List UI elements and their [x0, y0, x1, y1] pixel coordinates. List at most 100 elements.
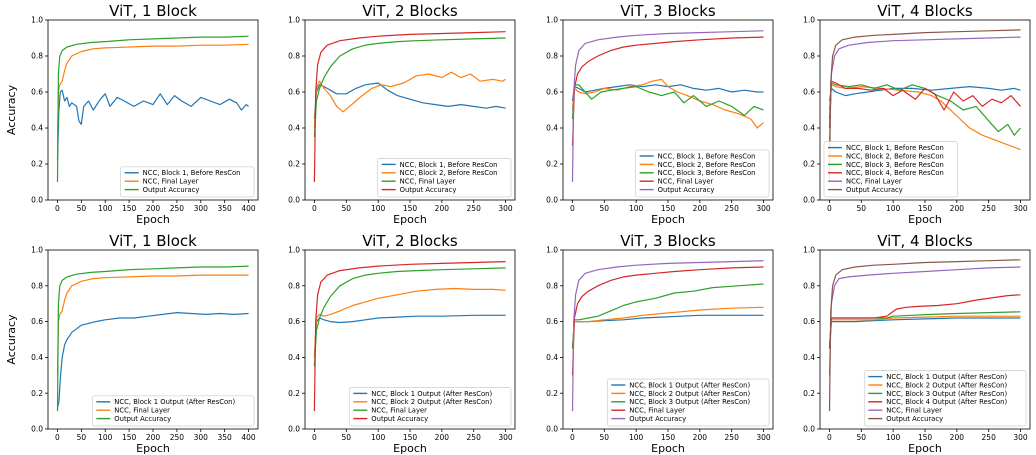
- legend-label: NCC, Final Layer: [371, 407, 427, 415]
- x-tick-label: 0: [55, 204, 60, 213]
- y-tick-label: 0.4: [546, 124, 558, 133]
- series-line-2: [830, 85, 1021, 150]
- y-tick-label: 0.2: [546, 160, 558, 169]
- x-tick-label: 200: [950, 433, 965, 442]
- y-tick-label: 1.0: [288, 246, 300, 255]
- legend-label: NCC, Final Layer: [143, 178, 199, 186]
- legend-label: NCC, Block 1 Output (After ResCon): [886, 373, 1007, 381]
- legend-label: Output Accuracy: [658, 186, 715, 194]
- y-tick-label: 0.6: [803, 317, 815, 326]
- x-tick-label: 300: [756, 204, 771, 213]
- x-tick-label: 100: [629, 204, 644, 213]
- x-tick-label: 100: [629, 433, 644, 442]
- y-tick-label: 0.6: [546, 88, 558, 97]
- legend-label: NCC, Block 1 Output (After ResCon): [629, 381, 750, 389]
- series-line-1: [314, 83, 505, 119]
- legend-label: NCC, Block 3, Before ResCon: [658, 169, 756, 177]
- y-tick-label: 0.2: [288, 389, 300, 398]
- legend-label: NCC, Block 2 Output (After ResCon): [629, 390, 750, 398]
- x-tick-label: 0: [570, 433, 575, 442]
- x-tick-label: 100: [98, 204, 113, 213]
- y-tick-label: 0.6: [288, 88, 300, 97]
- legend-label: NCC, Final Layer: [658, 178, 714, 186]
- x-tick-label: 250: [725, 204, 740, 213]
- y-tick-label: 0.0: [803, 425, 815, 434]
- legend-label: Output Accuracy: [400, 186, 457, 194]
- y-tick-label: 0.2: [31, 160, 43, 169]
- x-tick-label: 250: [982, 204, 997, 213]
- x-tick-label: 150: [403, 433, 418, 442]
- y-tick-label: 0.4: [288, 124, 300, 133]
- y-tick-label: 0.2: [546, 389, 558, 398]
- x-tick-label: 250: [725, 433, 740, 442]
- y-tick-label: 0.2: [31, 389, 43, 398]
- legend: NCC, Block 1 Output (After ResCon)NCC, B…: [607, 379, 769, 426]
- y-tick-label: 0.8: [803, 281, 815, 290]
- x-tick-label: 300: [1013, 204, 1028, 213]
- chart-title: ViT, 4 Blocks: [877, 232, 973, 250]
- x-tick-label: 200: [146, 433, 161, 442]
- chart-panel-7: ViT, 3 Blocks0.00.20.40.60.81.00 50 100 150…: [546, 232, 773, 455]
- legend-label: NCC, Block 3 Output (After ResCon): [886, 390, 1007, 398]
- x-tick-label: 200: [435, 433, 450, 442]
- x-tick-label: 50: [857, 433, 867, 442]
- x-tick-label: 150: [661, 204, 676, 213]
- y-tick-label: 0.8: [31, 52, 43, 61]
- y-tick-label: 0.8: [288, 281, 300, 290]
- legend-label: NCC, Block 4 Output (After ResCon): [886, 398, 1007, 406]
- y-tick-label: 0.4: [31, 353, 43, 362]
- series-line-4: [830, 81, 1021, 128]
- x-axis-label: Epoch: [908, 442, 942, 455]
- legend-label: NCC, Block 2 Output (After ResCon): [371, 398, 492, 406]
- x-axis-label: Epoch: [651, 213, 685, 226]
- x-tick-label: 250: [170, 433, 185, 442]
- series-line-1: [830, 318, 1021, 348]
- x-tick-label: 0: [827, 204, 832, 213]
- y-tick-label: 1.0: [31, 246, 43, 255]
- legend-label: Output Accuracy: [846, 186, 903, 194]
- legend-label: NCC, Final Layer: [629, 407, 685, 415]
- legend-label: Output Accuracy: [114, 415, 171, 423]
- chart-title: ViT, 2 Blocks: [362, 232, 458, 250]
- y-tick-label: 0.0: [288, 425, 300, 434]
- x-axis-label: Epoch: [136, 442, 170, 455]
- legend: NCC, Block 1, Before ResConNCC, Block 2,…: [378, 158, 511, 197]
- y-tick-label: 0.8: [288, 52, 300, 61]
- x-tick-label: 200: [146, 204, 161, 213]
- y-tick-label: 0.4: [546, 353, 558, 362]
- y-tick-label: 0.6: [803, 88, 815, 97]
- chart-panel-8: ViT, 4 Blocks0.00.20.40.60.81.00 50 100 150…: [803, 232, 1030, 455]
- series-line-3: [314, 38, 505, 137]
- legend-label: NCC, Block 1, Before ResCon: [143, 169, 241, 177]
- x-tick-label: 200: [693, 433, 708, 442]
- legend-label: NCC, Block 1 Output (After ResCon): [114, 398, 235, 406]
- x-tick-label: 50: [77, 433, 87, 442]
- x-tick-label: 300: [756, 433, 771, 442]
- y-tick-label: 0.2: [803, 389, 815, 398]
- legend-label: NCC, Final Layer: [114, 407, 170, 415]
- x-axis-label: Epoch: [651, 442, 685, 455]
- x-tick-label: 0: [827, 433, 832, 442]
- x-axis-label: Epoch: [136, 213, 170, 226]
- y-tick-label: 1.0: [288, 16, 300, 25]
- series-line-2: [314, 289, 505, 358]
- chart-panel-5: ViT, 1 Block 0.0 0.2 0.4 0.6 0.8 1.0 0 50 100 150 2…: [5, 232, 258, 455]
- y-tick-label: 0.6: [31, 88, 43, 97]
- legend-label: NCC, Block 2, Before ResCon: [658, 161, 756, 169]
- y-tick-label: 1.0: [803, 246, 815, 255]
- y-tick-label: 0.0: [546, 425, 558, 434]
- legend-label: NCC, Block 3 Output (After ResCon): [629, 398, 750, 406]
- x-tick-label: 350: [217, 433, 232, 442]
- x-tick-label: 150: [122, 433, 137, 442]
- x-tick-label: 50: [600, 433, 610, 442]
- chart-title: ViT, 4 Blocks: [877, 2, 973, 20]
- y-tick-label: 1.0: [31, 16, 43, 25]
- y-tick-label: 0.4: [31, 124, 43, 133]
- chart-title: ViT, 3 Blocks: [620, 2, 716, 20]
- series-line-2: [573, 79, 764, 128]
- x-tick-label: 400: [241, 204, 256, 213]
- x-tick-label: 100: [886, 204, 901, 213]
